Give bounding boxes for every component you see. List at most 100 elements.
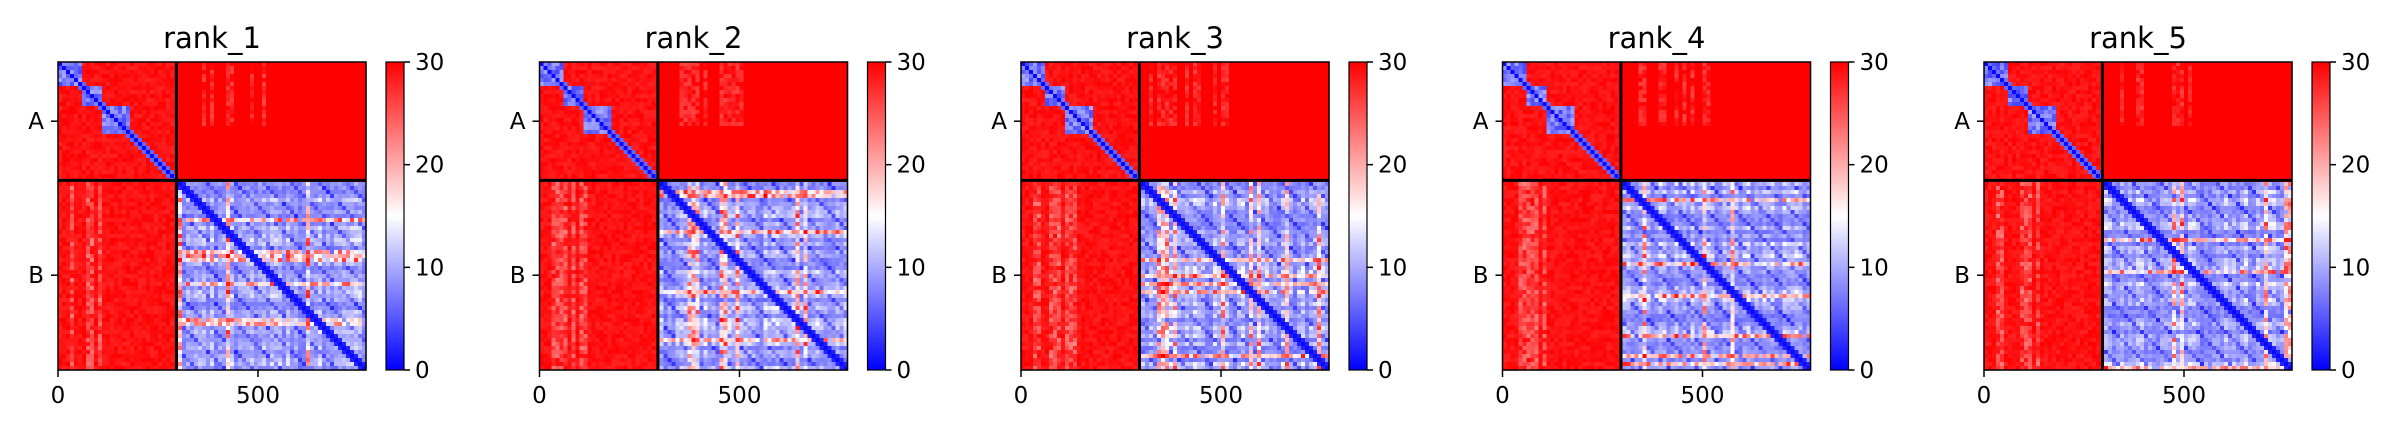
heatmap-cell [302,166,307,171]
heatmap-cell [58,122,63,127]
heatmap-cell [198,250,203,255]
heatmap-cell [70,146,75,151]
heatmap-cell [290,138,295,143]
heatmap-cell [170,138,175,143]
heatmap-cell [318,90,323,95]
heatmap-cell [222,170,227,175]
heatmap-cell [306,106,311,111]
heatmap-cell [270,114,275,119]
heatmap-cell [254,158,259,163]
heatmap-cell [326,254,331,259]
heatmap-cell [102,230,107,235]
heatmap-cell [98,194,103,199]
heatmap-cell [282,266,287,271]
heatmap-cell [122,242,127,247]
heatmap-cell [206,106,211,111]
heatmap-cell [182,226,187,231]
heatmap-cell [170,86,175,91]
heatmap-cell [146,62,151,67]
heatmap-cell [246,266,251,271]
heatmap-cell [234,122,239,127]
heatmap-cell [290,62,295,67]
heatmap-cell [246,158,251,163]
heatmap-cell [282,86,287,91]
heatmap-cell [222,130,227,135]
heatmap-cell [126,62,131,67]
heatmap-cell [234,234,239,239]
heatmap-cell [258,150,263,155]
heatmap-cell [78,218,83,223]
heatmap-cell [70,70,75,75]
heatmap-cell [270,250,275,255]
heatmap-cell [70,166,75,171]
heatmap-cell [178,186,183,191]
heatmap-cell [250,70,255,75]
heatmap-cell [94,298,99,303]
heatmap-cell [158,242,163,247]
heatmap-cell [218,198,223,203]
heatmap-cell [58,162,63,167]
heatmap-cell [294,122,299,127]
heatmap-cell [362,254,367,259]
heatmap-cell [262,314,267,319]
heatmap-cell [74,218,79,223]
heatmap-cell [334,306,339,311]
heatmap-cell [170,314,175,319]
heatmap-cell [78,138,83,143]
heatmap-cell [118,190,123,195]
heatmap-cell [234,306,239,311]
heatmap-cell [334,218,339,223]
heatmap-cell [350,182,355,187]
heatmap-cell [230,202,235,207]
heatmap-cell [282,158,287,163]
heatmap-cell [122,166,127,171]
heatmap-cell [74,242,79,247]
heatmap-cell [238,306,243,311]
heatmap-cell [98,230,103,235]
heatmap-cell [206,290,211,295]
heatmap-cell [230,246,235,251]
heatmap-cell [334,242,339,247]
heatmap-cell [166,254,171,259]
heatmap-cell [250,306,255,311]
heatmap-cell [94,94,99,99]
heatmap-cell [222,146,227,151]
heatmap-cell [162,150,167,155]
heatmap-cell [206,302,211,307]
heatmap-cell [306,62,311,67]
heatmap-cell [350,82,355,87]
heatmap-cell [194,282,199,287]
heatmap-cell [146,274,151,279]
heatmap-cell [226,190,231,195]
heatmap-cell [114,126,119,131]
heatmap-cell [142,134,147,139]
heatmap-cell [158,202,163,207]
heatmap-cell [146,202,151,207]
heatmap-cell [158,274,163,279]
heatmap-cell [122,74,127,79]
heatmap-cell [118,242,123,247]
heatmap-cell [222,62,227,67]
heatmap-cell [94,226,99,231]
heatmap-cell [254,190,259,195]
heatmap-cell [114,286,119,291]
heatmap-cell [246,138,251,143]
heatmap-cell [158,146,163,151]
heatmap-cell [210,218,215,223]
heatmap-cell [266,78,271,83]
heatmap-cell [358,206,363,211]
heatmap-cell [78,278,83,283]
heatmap-cell [110,98,115,103]
heatmap-cell [230,166,235,171]
heatmap-cell [294,194,299,199]
heatmap-cell [266,310,271,315]
heatmap-cell [162,222,167,227]
heatmap-cell [306,302,311,307]
heatmap-cell [118,258,123,263]
heatmap-cell [130,74,135,79]
heatmap-cell [190,198,195,203]
heatmap-cell [194,298,199,303]
heatmap-cell [66,94,71,99]
heatmap-cell [202,90,207,95]
heatmap-cell [110,254,115,259]
